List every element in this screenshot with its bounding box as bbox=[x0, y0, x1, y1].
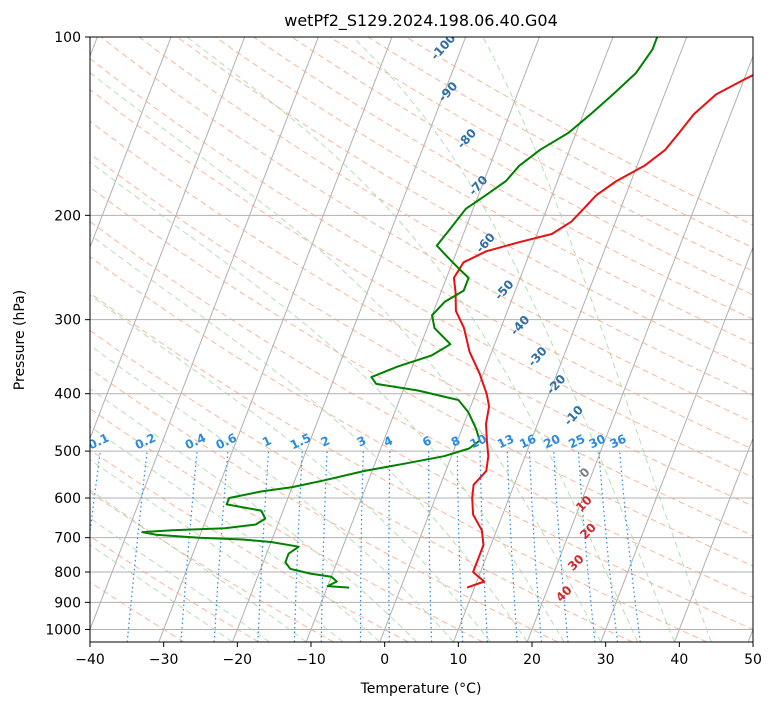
mixing-ratio-line bbox=[293, 451, 303, 642]
y-tick-label: 800 bbox=[54, 565, 81, 581]
moist-adiabat-line bbox=[186, 37, 639, 642]
y-tick-label: 400 bbox=[54, 387, 81, 403]
moist-adiabat-line bbox=[90, 388, 418, 642]
mixing-ratio-line bbox=[388, 451, 391, 642]
y-tick-label: 900 bbox=[54, 595, 81, 611]
x-tick-label: 10 bbox=[449, 652, 467, 668]
isotherm-line bbox=[674, 436, 753, 642]
mixing-ratio-line bbox=[479, 451, 488, 642]
y-axis-label: Pressure (hPa) bbox=[12, 290, 28, 390]
mixing-ratio-label: 36 bbox=[607, 432, 628, 452]
moist-adiabat-line bbox=[90, 234, 528, 642]
mixing-ratio-label: 13 bbox=[495, 432, 516, 452]
mixing-ratio-line bbox=[577, 451, 596, 642]
dry-adiabat-line bbox=[90, 153, 753, 537]
y-tick-label: 100 bbox=[54, 30, 81, 46]
mixing-ratio-label: 30 bbox=[587, 432, 608, 452]
x-tick-label: −40 bbox=[75, 652, 105, 668]
y-tick-label: 700 bbox=[54, 531, 81, 547]
isotherm-line bbox=[158, 37, 393, 642]
mixing-ratio-line bbox=[598, 451, 619, 642]
x-tick-label: −30 bbox=[149, 652, 179, 668]
dry-adiabat-line bbox=[90, 120, 753, 507]
dry-adiabat-line bbox=[90, 58, 753, 450]
plot-frame bbox=[89, 36, 754, 643]
y-tick-label: 500 bbox=[54, 444, 81, 460]
mixing-ratio-line bbox=[428, 451, 433, 642]
chart-title: wetPf2_S129.2024.198.06.40.G04 bbox=[284, 11, 558, 31]
mixing-ratio-label: 20 bbox=[541, 432, 562, 452]
dry-adiabat-line bbox=[177, 37, 753, 371]
dry-adiabat-line bbox=[90, 329, 633, 642]
mixing-ratio-line bbox=[506, 451, 518, 642]
x-tick-label: 30 bbox=[597, 652, 615, 668]
dry-adiabat-line bbox=[90, 186, 753, 567]
moist-adiabat-line bbox=[90, 489, 307, 642]
dry-adiabat-line bbox=[90, 535, 259, 642]
mixing-ratio-line bbox=[619, 451, 641, 642]
dry-adiabat-line bbox=[90, 408, 484, 642]
x-axis-label: Temperature (°C) bbox=[360, 681, 482, 697]
y-tick-label: 300 bbox=[54, 313, 81, 329]
mixing-ratio-label: 16 bbox=[517, 432, 538, 452]
isotherm-line bbox=[526, 54, 753, 642]
moist-adiabat-line bbox=[90, 344, 454, 642]
dewpoint-profile-line bbox=[141, 37, 659, 589]
x-tick-label: 50 bbox=[744, 652, 762, 668]
isotherm-line bbox=[90, 37, 319, 631]
mixing-ratio-line bbox=[257, 451, 270, 642]
moist-adiabat-line bbox=[90, 71, 602, 642]
isotherm-line bbox=[90, 37, 246, 440]
dry-adiabat-line bbox=[90, 88, 753, 479]
mixing-ratio-line bbox=[180, 451, 198, 642]
mixing-ratio-line bbox=[528, 451, 543, 642]
x-tick-label: 0 bbox=[380, 652, 389, 668]
moist-adiabat-line bbox=[90, 294, 491, 642]
dry-adiabat-line bbox=[90, 292, 708, 642]
dry-adiabat-line bbox=[215, 37, 753, 345]
isotherm-line bbox=[90, 37, 172, 249]
x-tick-label: 40 bbox=[670, 652, 688, 668]
dry-adiabat-line bbox=[100, 37, 753, 423]
isotherm-line bbox=[379, 37, 614, 642]
mixing-ratio-line bbox=[359, 451, 364, 642]
y-tick-label: 1000 bbox=[45, 622, 81, 638]
temperature-profile-line bbox=[452, 74, 753, 589]
x-tick-label: 20 bbox=[523, 652, 541, 668]
x-tick-label: −10 bbox=[296, 652, 326, 668]
mixing-ratio-line bbox=[213, 451, 229, 642]
y-tick-label: 600 bbox=[54, 491, 81, 507]
mixing-ratio-label: 10 bbox=[468, 432, 489, 452]
y-tick-label: 200 bbox=[54, 208, 81, 224]
mixing-ratio-label: 25 bbox=[566, 432, 587, 452]
mixing-ratio-line bbox=[126, 451, 148, 642]
mixing-ratio-line bbox=[320, 451, 328, 642]
mixing-ratio-line bbox=[90, 451, 101, 537]
isotherm-line bbox=[453, 37, 688, 642]
dry-adiabat-line bbox=[138, 37, 753, 396]
x-tick-label: −20 bbox=[223, 652, 253, 668]
mixing-ratio-line bbox=[456, 451, 464, 642]
dry-adiabat-line bbox=[90, 449, 409, 642]
mixing-ratio-line bbox=[553, 451, 569, 642]
isotherm-line bbox=[600, 245, 753, 642]
moist-adiabat-line bbox=[482, 37, 712, 642]
